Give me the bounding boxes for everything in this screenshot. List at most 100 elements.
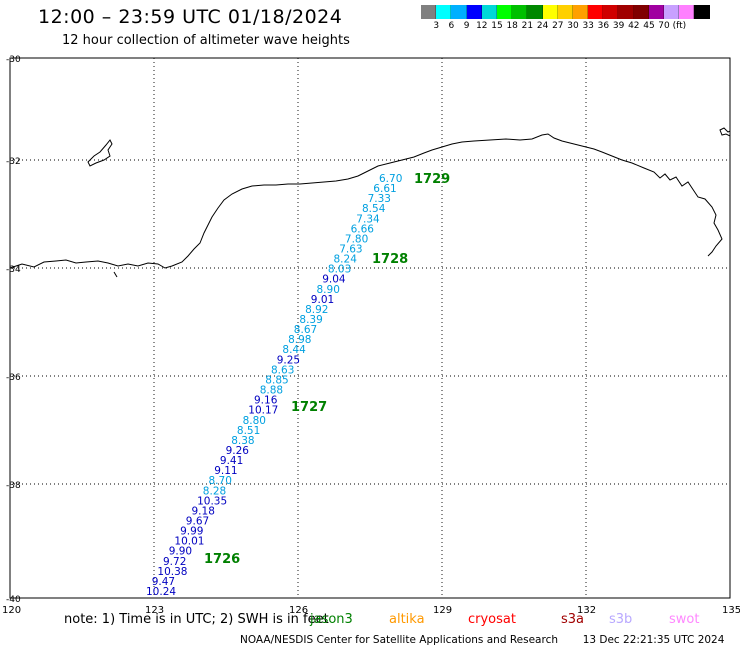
wave-height-label: 7.80: [345, 233, 368, 245]
wave-height-label: 9.18: [192, 505, 215, 517]
color-swatch: [512, 5, 528, 19]
wave-height-label: 8.24: [334, 254, 358, 266]
wave-height-label: 8.38: [231, 435, 254, 447]
satellite-label-s3a: s3a: [561, 612, 585, 627]
color-legend-label: 15: [491, 21, 503, 31]
wave-height-label: 6.66: [351, 223, 375, 235]
plot-frame: [9, 57, 731, 599]
wave-height-label: 9.41: [220, 455, 243, 467]
satellite-label-jason3: jason3: [310, 612, 353, 627]
wave-height-label: 8.67: [294, 324, 317, 336]
color-swatch: [648, 5, 664, 19]
lon-label: 135: [722, 605, 740, 616]
graticule: [10, 58, 730, 598]
color-swatch: [496, 5, 513, 19]
color-swatch: [633, 5, 649, 19]
wave-height-label: 9.04: [322, 274, 346, 286]
wave-height-label: 8.54: [362, 203, 386, 215]
color-swatch: [679, 5, 695, 19]
color-legend-label: 12: [476, 21, 488, 31]
color-legend-bar: [421, 5, 710, 19]
color-swatch: [527, 5, 543, 19]
wave-height-label: 9.26: [226, 445, 250, 457]
wave-height-label: 8.51: [237, 425, 260, 437]
lon-label: 120: [2, 605, 21, 616]
map-title: 12:00 – 23:59 UTC 01/18/2024: [38, 6, 343, 28]
color-legend-labels: 3 6 9 12 15 18 21 24 27 30 33 36 39 42 45 70 (ft): [421, 21, 740, 35]
color-legend-label: 45: [643, 21, 655, 31]
wave-height-label: 9.67: [186, 516, 209, 528]
map-subtitle: 12 hour collection of altimeter wave hei…: [62, 33, 350, 48]
wave-height-label: 8.90: [317, 284, 340, 296]
color-legend-label: 9: [463, 21, 470, 31]
color-swatch: [572, 5, 589, 19]
color-swatch: [557, 5, 573, 19]
wave-height-label: 9.16: [254, 395, 278, 407]
satellite-label-swot: swot: [669, 612, 700, 627]
lon-label: 126: [289, 605, 308, 616]
color-legend-label: 27: [552, 21, 564, 31]
wave-height-label: 9.90: [169, 546, 192, 558]
lat-label: -40: [6, 595, 21, 605]
wave-height-label: 10.01: [174, 536, 204, 548]
wave-height-label: 7.34: [356, 213, 380, 225]
wave-height-label: 8.70: [209, 475, 232, 487]
wave-height-label: 10.35: [197, 495, 227, 507]
lat-label: -32: [6, 157, 21, 167]
wave-height-label: 8.44: [282, 344, 306, 356]
wave-height-label: 8.98: [288, 334, 311, 346]
wave-height-label: 10.17: [248, 405, 278, 417]
lat-label: -38: [6, 481, 21, 491]
color-swatch: [421, 5, 437, 19]
wave-height-label: 8.80: [243, 415, 266, 427]
orbit-label: 1728: [372, 252, 408, 267]
footer-credit: NOAA/NESDIS Center for Satellite Applica…: [240, 634, 724, 646]
wave-height-label: 8.03: [328, 264, 351, 276]
wave-height-label: 8.85: [265, 375, 288, 387]
color-legend-label: 6: [448, 21, 455, 31]
color-legend-label: 3: [433, 21, 440, 31]
wave-height-label: 8.39: [299, 314, 322, 326]
color-swatch: [664, 5, 680, 19]
wave-height-label: 9.47: [152, 576, 175, 588]
color-swatch: [542, 5, 558, 19]
color-legend-label: 24: [536, 21, 549, 31]
color-swatch: [451, 5, 467, 19]
color-legend-label: 36: [597, 21, 610, 31]
satellite-label-s3b: s3b: [609, 612, 633, 627]
color-legend-label: 33: [582, 21, 594, 31]
lon-label: 129: [433, 605, 452, 616]
color-swatch: [603, 5, 619, 19]
wave-height-label: 7.33: [368, 193, 391, 205]
wave-height-label: 10.24: [146, 586, 176, 598]
wave-height-label: 10.38: [157, 566, 187, 578]
color-swatch: [466, 5, 482, 19]
wave-height-track: 6.706.617.338.547.346.667.807.638.248.03…: [146, 173, 402, 598]
units-note: note: 1) Time is in UTC; 2) SWH is in fe…: [64, 612, 329, 627]
lat-label: -36: [6, 373, 21, 383]
credit-text: NOAA/NESDIS Center for Satellite Applica…: [240, 634, 558, 646]
lon-label: 123: [145, 605, 164, 616]
wave-height-label: 9.99: [180, 526, 203, 538]
color-legend-label: 21: [521, 21, 534, 31]
satellite-label-altika: altika: [389, 612, 425, 627]
color-legend-label: 18: [506, 21, 518, 31]
color-legend-label: 39: [612, 21, 625, 31]
orbit-label: 1727: [291, 400, 327, 415]
color-swatch: [588, 5, 604, 19]
wave-height-label: 8.92: [305, 304, 328, 316]
wave-height-label: 8.88: [260, 385, 283, 397]
wave-height-label: 9.11: [214, 465, 237, 477]
wave-height-label: 8.28: [203, 485, 226, 497]
color-legend-label: 30: [567, 21, 579, 31]
lat-label: -30: [6, 55, 21, 65]
wave-height-label: 8.63: [271, 364, 294, 376]
wave-height-label: 9.72: [163, 556, 186, 568]
wave-height-label: 9.25: [277, 354, 300, 366]
orbit-label: 1726: [204, 552, 240, 567]
wave-height-label: 6.70: [379, 173, 402, 185]
color-swatch: [481, 5, 497, 19]
orbit-label: 1729: [414, 172, 450, 187]
color-legend-label: 42: [628, 21, 640, 31]
